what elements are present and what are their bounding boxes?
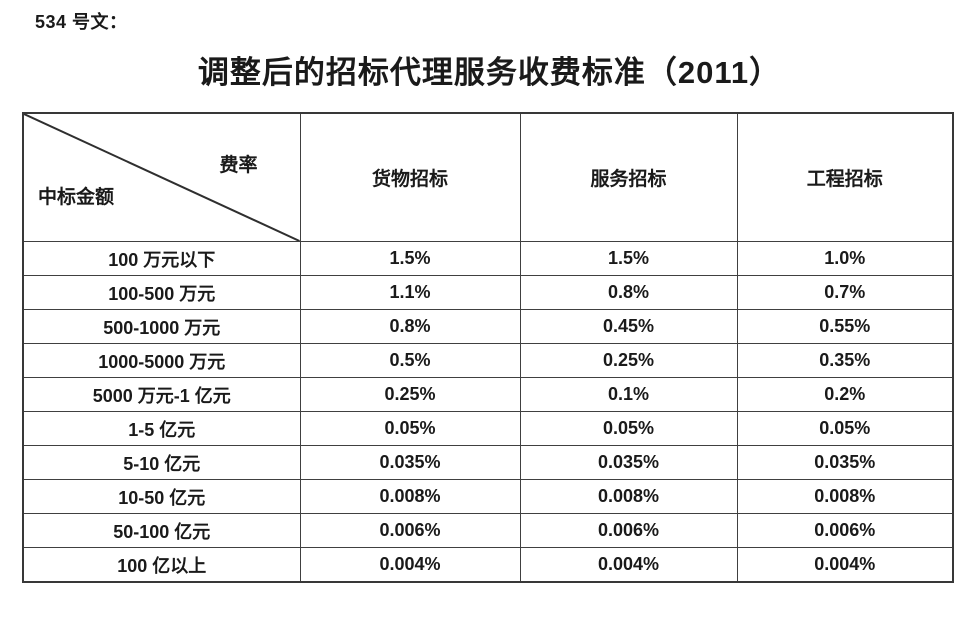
rate-cell-services: 0.006% bbox=[519, 513, 738, 548]
row-label: 50-100 亿元 bbox=[22, 513, 301, 548]
diagonal-divider-line bbox=[24, 114, 300, 241]
column-header-services: 服务招标 bbox=[519, 112, 738, 242]
table-header: 费率 中标金额 货物招标 服务招标 工程招标 bbox=[22, 112, 954, 242]
rate-cell-goods: 0.004% bbox=[299, 547, 521, 583]
rate-cell-engineering: 0.7% bbox=[736, 275, 954, 310]
row-label: 5000 万元-1 亿元 bbox=[22, 377, 301, 412]
rate-cell-services: 0.035% bbox=[519, 445, 738, 480]
rate-cell-engineering: 0.05% bbox=[736, 411, 954, 446]
page-title: 调整后的招标代理服务收费标准（2011） bbox=[197, 55, 782, 90]
table-row: 100 亿以上 0.004% 0.004% 0.004% bbox=[22, 547, 954, 583]
fee-rate-table: 费率 中标金额 货物招标 服务招标 工程招标 100 万元以下 1.5% 1.5… bbox=[22, 112, 954, 583]
rate-cell-goods: 1.1% bbox=[299, 275, 521, 310]
table-row: 500-1000 万元 0.8% 0.45% 0.55% bbox=[22, 309, 954, 344]
corner-cell: 费率 中标金额 bbox=[22, 112, 301, 242]
rate-cell-services: 0.8% bbox=[519, 275, 738, 310]
table-row: 5-10 亿元 0.035% 0.035% 0.035% bbox=[22, 445, 954, 480]
corner-label-award-amount: 中标金额 bbox=[38, 187, 115, 208]
rate-cell-goods: 0.5% bbox=[299, 343, 521, 378]
row-label: 100 万元以下 bbox=[22, 241, 301, 276]
row-label: 5-10 亿元 bbox=[22, 445, 301, 480]
rate-cell-engineering: 1.0% bbox=[736, 241, 954, 276]
rate-cell-goods: 1.5% bbox=[299, 241, 521, 276]
rate-cell-services: 0.1% bbox=[519, 377, 738, 412]
row-label: 10-50 亿元 bbox=[22, 479, 301, 514]
table-row: 1000-5000 万元 0.5% 0.25% 0.35% bbox=[22, 343, 954, 378]
corner-label-rate: 费率 bbox=[219, 155, 258, 176]
rate-cell-engineering: 0.035% bbox=[736, 445, 954, 480]
rate-cell-services: 0.45% bbox=[519, 309, 738, 344]
row-label: 100 亿以上 bbox=[22, 547, 301, 583]
rate-cell-engineering: 0.004% bbox=[736, 547, 954, 583]
rate-cell-engineering: 0.2% bbox=[736, 377, 954, 412]
rate-cell-goods: 0.008% bbox=[299, 479, 521, 514]
table-row: 5000 万元-1 亿元 0.25% 0.1% 0.2% bbox=[22, 377, 954, 412]
header-row: 费率 中标金额 货物招标 服务招标 工程招标 bbox=[22, 112, 954, 242]
rate-cell-goods: 0.035% bbox=[299, 445, 521, 480]
rate-cell-services: 0.25% bbox=[519, 343, 738, 378]
column-header-engineering: 工程招标 bbox=[736, 112, 954, 242]
rate-cell-goods: 0.006% bbox=[299, 513, 521, 548]
row-label: 1-5 亿元 bbox=[22, 411, 301, 446]
rate-cell-engineering: 0.008% bbox=[736, 479, 954, 514]
rate-cell-engineering: 0.55% bbox=[736, 309, 954, 344]
rate-cell-services: 0.004% bbox=[519, 547, 738, 583]
table-row: 10-50 亿元 0.008% 0.008% 0.008% bbox=[22, 479, 954, 514]
rate-cell-goods: 0.8% bbox=[299, 309, 521, 344]
row-label: 100-500 万元 bbox=[22, 275, 301, 310]
table-row: 1-5 亿元 0.05% 0.05% 0.05% bbox=[22, 411, 954, 446]
doc-ref-label: 534 号文： bbox=[35, 12, 128, 32]
table-row: 50-100 亿元 0.006% 0.006% 0.006% bbox=[22, 513, 954, 548]
rate-cell-goods: 0.25% bbox=[299, 377, 521, 412]
table-row: 100 万元以下 1.5% 1.5% 1.0% bbox=[22, 241, 954, 276]
rate-cell-services: 0.05% bbox=[519, 411, 738, 446]
rate-cell-services: 0.008% bbox=[519, 479, 738, 514]
column-header-goods: 货物招标 bbox=[299, 112, 521, 242]
table-body: 100 万元以下 1.5% 1.5% 1.0% 100-500 万元 1.1% … bbox=[22, 241, 954, 583]
row-label: 500-1000 万元 bbox=[22, 309, 301, 344]
rate-cell-goods: 0.05% bbox=[299, 411, 521, 446]
rate-cell-engineering: 0.35% bbox=[736, 343, 954, 378]
rate-cell-services: 1.5% bbox=[519, 241, 738, 276]
rate-cell-engineering: 0.006% bbox=[736, 513, 954, 548]
table-row: 100-500 万元 1.1% 0.8% 0.7% bbox=[22, 275, 954, 310]
row-label: 1000-5000 万元 bbox=[22, 343, 301, 378]
